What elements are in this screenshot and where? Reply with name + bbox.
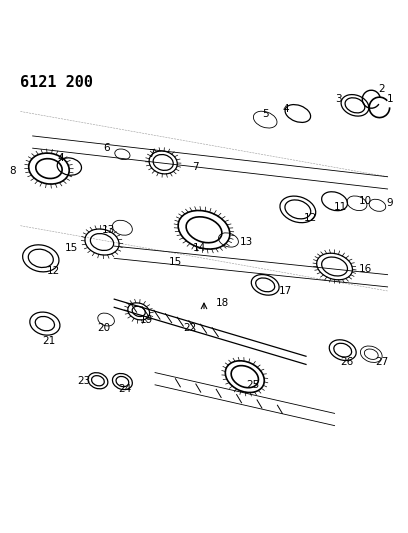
Text: 26: 26 xyxy=(340,358,353,367)
Text: 6: 6 xyxy=(103,143,109,153)
Text: 13: 13 xyxy=(102,225,115,235)
Text: 6121 200: 6121 200 xyxy=(20,75,93,90)
Text: 22: 22 xyxy=(183,322,196,333)
Text: 4: 4 xyxy=(58,154,64,164)
Text: 20: 20 xyxy=(98,322,111,333)
Text: 3: 3 xyxy=(335,94,342,104)
Text: 23: 23 xyxy=(77,376,90,386)
Text: 13: 13 xyxy=(240,237,253,247)
Text: 10: 10 xyxy=(359,196,372,206)
Text: 12: 12 xyxy=(304,213,317,223)
Text: 1: 1 xyxy=(386,94,393,104)
Text: 14: 14 xyxy=(193,243,206,253)
Text: 9: 9 xyxy=(386,198,393,208)
Text: 11: 11 xyxy=(334,203,347,212)
Text: 16: 16 xyxy=(359,263,372,273)
Text: 4: 4 xyxy=(282,104,289,115)
Text: 25: 25 xyxy=(246,380,259,390)
Text: 2: 2 xyxy=(378,84,385,94)
Text: 7: 7 xyxy=(148,149,154,159)
Text: 8: 8 xyxy=(9,166,16,175)
Text: 18: 18 xyxy=(216,298,229,308)
Text: 12: 12 xyxy=(47,266,60,277)
Text: 24: 24 xyxy=(118,384,131,394)
Text: 27: 27 xyxy=(375,358,388,367)
Text: 5: 5 xyxy=(262,109,268,118)
Text: 15: 15 xyxy=(65,243,78,253)
Text: 7: 7 xyxy=(193,161,199,172)
Text: 17: 17 xyxy=(279,286,292,296)
Text: 21: 21 xyxy=(42,336,55,346)
Text: 19: 19 xyxy=(140,316,153,325)
Text: 15: 15 xyxy=(169,257,182,268)
